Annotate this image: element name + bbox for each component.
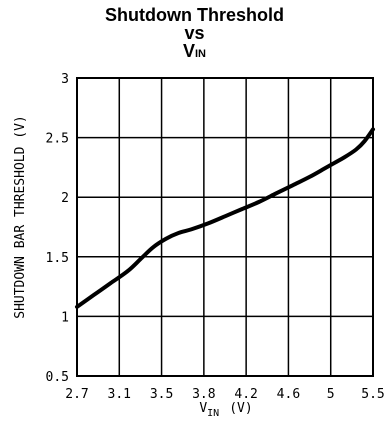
y-tick-label: 1 — [61, 310, 69, 325]
grid-lines — [77, 78, 373, 376]
title-v-subscript: IN — [195, 48, 206, 60]
x-axis-v-subscript: IN — [207, 408, 219, 419]
x-tick-label: 3.5 — [150, 387, 173, 402]
title-line-3: VIN — [0, 42, 389, 63]
x-tick-labels: 2.7 3.1 3.5 3.8 4.2 4.6 5 5.5 — [65, 387, 384, 402]
y-axis-title: SHUTDOWN BAR THRESHOLD (V) — [13, 115, 28, 319]
x-tick-label: 3.8 — [192, 387, 215, 402]
threshold-curve — [75, 127, 375, 309]
y-tick-labels: 0.5 1 1.5 2 2.5 3 — [46, 72, 69, 385]
y-tick-label: 1.5 — [46, 251, 69, 266]
y-tick-label: 0.5 — [46, 370, 69, 385]
x-axis-v: V — [199, 401, 207, 416]
x-axis-unit: (V) — [229, 401, 252, 416]
chart-title: Shutdown Threshold vs VIN — [0, 6, 389, 63]
title-line-1: Shutdown Threshold — [105, 5, 284, 25]
x-tick-label: 2.7 — [65, 387, 88, 402]
x-axis-title: VIN (V) — [199, 401, 252, 419]
y-tick-label: 2.5 — [46, 132, 69, 147]
title-v: V — [182, 41, 195, 61]
title-line-2: vs — [184, 23, 205, 43]
x-tick-label: 5 — [327, 387, 335, 402]
x-tick-label: 5.5 — [361, 387, 384, 402]
x-tick-label: 4.2 — [234, 387, 257, 402]
y-tick-label: 2 — [61, 191, 69, 206]
plot-frame — [76, 77, 374, 377]
y-tick-label: 3 — [61, 72, 69, 87]
x-tick-label: 4.6 — [277, 387, 300, 402]
x-tick-label: 3.1 — [108, 387, 131, 402]
